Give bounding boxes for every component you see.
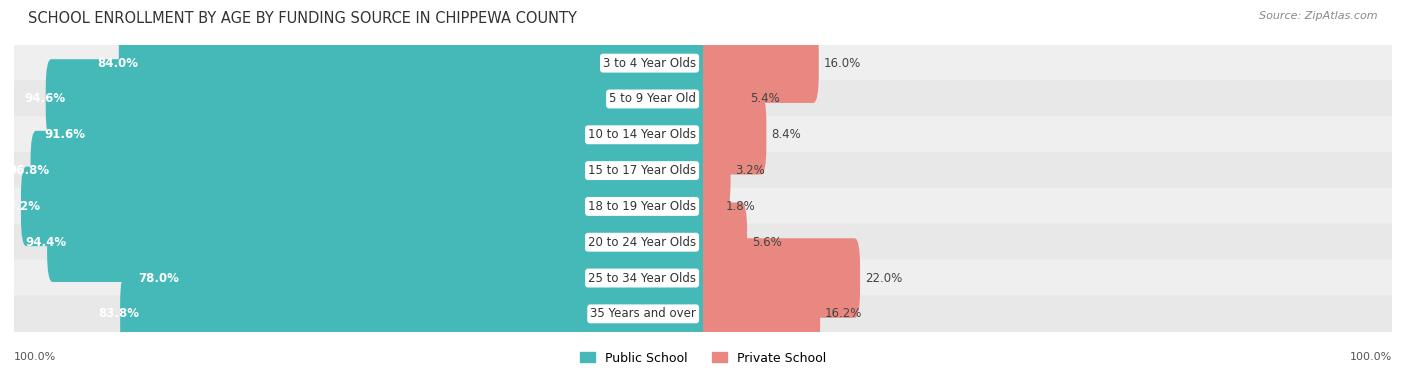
Text: 94.4%: 94.4%: [25, 236, 66, 249]
FancyBboxPatch shape: [703, 80, 1392, 118]
Text: 91.6%: 91.6%: [45, 128, 86, 141]
FancyBboxPatch shape: [14, 188, 703, 225]
Text: 100.0%: 100.0%: [14, 352, 56, 362]
FancyBboxPatch shape: [703, 188, 1392, 225]
FancyBboxPatch shape: [48, 202, 709, 282]
FancyBboxPatch shape: [697, 274, 820, 354]
FancyBboxPatch shape: [703, 295, 1392, 333]
FancyBboxPatch shape: [697, 238, 860, 318]
Text: 16.2%: 16.2%: [825, 307, 862, 320]
Text: Source: ZipAtlas.com: Source: ZipAtlas.com: [1260, 11, 1378, 21]
Text: 5 to 9 Year Old: 5 to 9 Year Old: [609, 92, 696, 106]
Text: 84.0%: 84.0%: [97, 57, 138, 70]
Text: 16.0%: 16.0%: [824, 57, 860, 70]
FancyBboxPatch shape: [14, 224, 703, 261]
FancyBboxPatch shape: [14, 116, 703, 153]
FancyBboxPatch shape: [703, 152, 1392, 189]
FancyBboxPatch shape: [703, 44, 1392, 82]
Text: 1.8%: 1.8%: [725, 200, 755, 213]
FancyBboxPatch shape: [118, 23, 709, 103]
FancyBboxPatch shape: [703, 259, 1392, 297]
FancyBboxPatch shape: [14, 80, 703, 118]
FancyBboxPatch shape: [697, 95, 766, 175]
FancyBboxPatch shape: [14, 259, 703, 297]
Text: 25 to 34 Year Olds: 25 to 34 Year Olds: [588, 271, 696, 285]
Text: 5.4%: 5.4%: [751, 92, 780, 106]
Text: 3 to 4 Year Olds: 3 to 4 Year Olds: [603, 57, 696, 70]
FancyBboxPatch shape: [697, 23, 818, 103]
Text: 15 to 17 Year Olds: 15 to 17 Year Olds: [588, 164, 696, 177]
FancyBboxPatch shape: [697, 167, 721, 246]
Text: 8.4%: 8.4%: [772, 128, 801, 141]
FancyBboxPatch shape: [46, 59, 709, 139]
FancyBboxPatch shape: [14, 44, 703, 82]
FancyBboxPatch shape: [31, 131, 709, 210]
FancyBboxPatch shape: [703, 116, 1392, 153]
Text: 78.0%: 78.0%: [139, 271, 180, 285]
Text: 100.0%: 100.0%: [1350, 352, 1392, 362]
FancyBboxPatch shape: [697, 202, 747, 282]
Text: 10 to 14 Year Olds: 10 to 14 Year Olds: [588, 128, 696, 141]
FancyBboxPatch shape: [697, 131, 731, 210]
Text: 35 Years and over: 35 Years and over: [591, 307, 696, 320]
Text: 22.0%: 22.0%: [865, 271, 903, 285]
Text: 5.6%: 5.6%: [752, 236, 782, 249]
FancyBboxPatch shape: [14, 152, 703, 189]
FancyBboxPatch shape: [120, 274, 709, 354]
FancyBboxPatch shape: [160, 238, 709, 318]
FancyBboxPatch shape: [697, 59, 745, 139]
Text: 94.6%: 94.6%: [24, 92, 65, 106]
Text: 18 to 19 Year Olds: 18 to 19 Year Olds: [588, 200, 696, 213]
FancyBboxPatch shape: [66, 95, 709, 175]
Text: 20 to 24 Year Olds: 20 to 24 Year Olds: [588, 236, 696, 249]
Legend: Public School, Private School: Public School, Private School: [574, 345, 832, 371]
Text: 96.8%: 96.8%: [8, 164, 49, 177]
FancyBboxPatch shape: [14, 295, 703, 333]
Text: SCHOOL ENROLLMENT BY AGE BY FUNDING SOURCE IN CHIPPEWA COUNTY: SCHOOL ENROLLMENT BY AGE BY FUNDING SOUR…: [28, 11, 576, 26]
FancyBboxPatch shape: [21, 167, 709, 246]
Text: 3.2%: 3.2%: [735, 164, 765, 177]
Text: 98.2%: 98.2%: [0, 200, 41, 213]
FancyBboxPatch shape: [703, 224, 1392, 261]
Text: 83.8%: 83.8%: [98, 307, 139, 320]
